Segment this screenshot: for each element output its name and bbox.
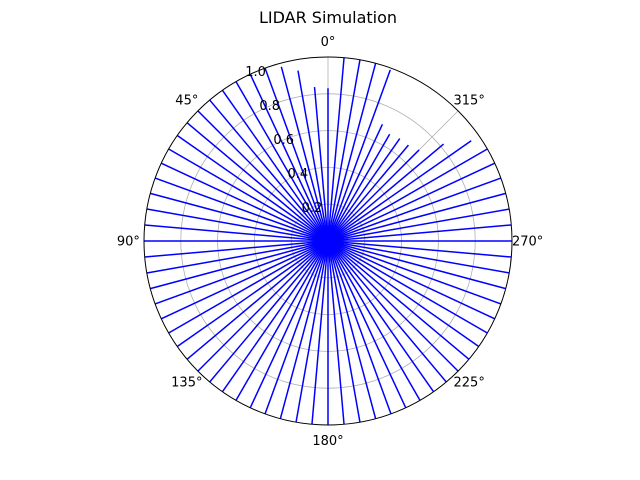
ray-25: [249, 73, 329, 242]
ray-105: [150, 240, 329, 290]
theta-tick-label: 180°: [312, 434, 343, 449]
ray-55: [176, 134, 329, 242]
ray-320: [327, 144, 410, 242]
ray-140: [209, 240, 329, 383]
ray-10: [297, 70, 329, 242]
ray-70: [154, 177, 329, 242]
ray-315: [327, 149, 420, 242]
polar-frame: [143, 56, 513, 426]
ray-135: [197, 240, 329, 372]
ray-300: [327, 148, 488, 242]
ray-230: [327, 240, 470, 360]
ray-85: [144, 224, 329, 242]
ray-95: [144, 240, 329, 258]
ray-275: [327, 224, 512, 242]
ray-325: [327, 138, 401, 242]
ray-170: [295, 240, 329, 423]
ray-225: [327, 240, 459, 372]
ray-200: [327, 240, 392, 415]
r-tick-label: 0.4: [287, 167, 308, 182]
ray-65: [160, 162, 329, 242]
ray-50: [186, 122, 329, 242]
ray-195: [327, 240, 377, 419]
ray-235: [327, 240, 480, 348]
ray-155: [249, 240, 329, 409]
ray-30: [235, 81, 329, 242]
ray-160: [264, 240, 329, 415]
chart-title: LIDAR Simulation: [259, 8, 397, 27]
theta-tick-label: 315°: [454, 93, 485, 108]
ray-305: [327, 140, 472, 242]
ray-340: [327, 69, 392, 242]
theta-tick-label: 90°: [117, 235, 140, 250]
ray-175: [311, 240, 329, 425]
ray-220: [327, 240, 447, 383]
ray-240: [327, 240, 488, 334]
ray-35: [221, 89, 329, 242]
r-tick-label: 1.0: [245, 65, 266, 80]
ray-215: [327, 240, 435, 393]
ray-260: [327, 240, 510, 274]
ray-165: [279, 240, 329, 419]
ray-series: [144, 57, 512, 425]
ray-185: [327, 240, 345, 425]
theta-tick-label: 270°: [512, 235, 543, 250]
ray-80: [146, 208, 329, 242]
theta-tick-label: 0°: [321, 35, 336, 50]
ray-60: [168, 148, 329, 242]
ray-115: [160, 240, 329, 320]
ray-45: [197, 110, 329, 242]
ray-355: [327, 57, 345, 242]
ray-190: [327, 240, 361, 423]
ray-295: [327, 162, 496, 242]
ray-250: [327, 240, 502, 305]
ray-125: [176, 240, 329, 348]
ray-100: [146, 240, 329, 274]
ray-255: [327, 240, 506, 290]
ray-290: [327, 177, 502, 242]
ray-110: [154, 240, 329, 305]
r-tick-labels: 0.2 0.4 0.6 0.8 1.0: [245, 65, 322, 216]
ray-205: [327, 240, 407, 409]
r-tick-label: 0.8: [259, 99, 280, 114]
ray-210: [327, 240, 421, 401]
ray-280: [327, 208, 510, 242]
theta-tick-label: 45°: [175, 93, 198, 108]
ray-120: [168, 240, 329, 334]
ray-75: [150, 192, 329, 242]
r-tick-label: 0.6: [273, 133, 294, 148]
ray-330: [327, 133, 391, 242]
ray-265: [327, 240, 512, 258]
ray-345: [327, 63, 377, 242]
theta-tick-label: 225°: [454, 376, 485, 391]
ray-150: [235, 240, 329, 401]
r-tick-label: 0.2: [302, 201, 323, 216]
ray-350: [327, 59, 361, 242]
ray-20: [264, 67, 329, 242]
ray-15: [280, 66, 329, 242]
ray-310: [327, 143, 445, 242]
theta-tick-label: 135°: [171, 376, 202, 391]
theta-tick-labels: 0° 45° 90° 135° 180° 225° 270° 315°: [117, 35, 543, 449]
ray-5: [313, 86, 329, 242]
ray-285: [327, 192, 506, 242]
ray-245: [327, 240, 496, 320]
ray-145: [221, 240, 329, 393]
ray-40: [209, 99, 329, 242]
ray-130: [186, 240, 329, 360]
ray-335: [327, 123, 384, 242]
